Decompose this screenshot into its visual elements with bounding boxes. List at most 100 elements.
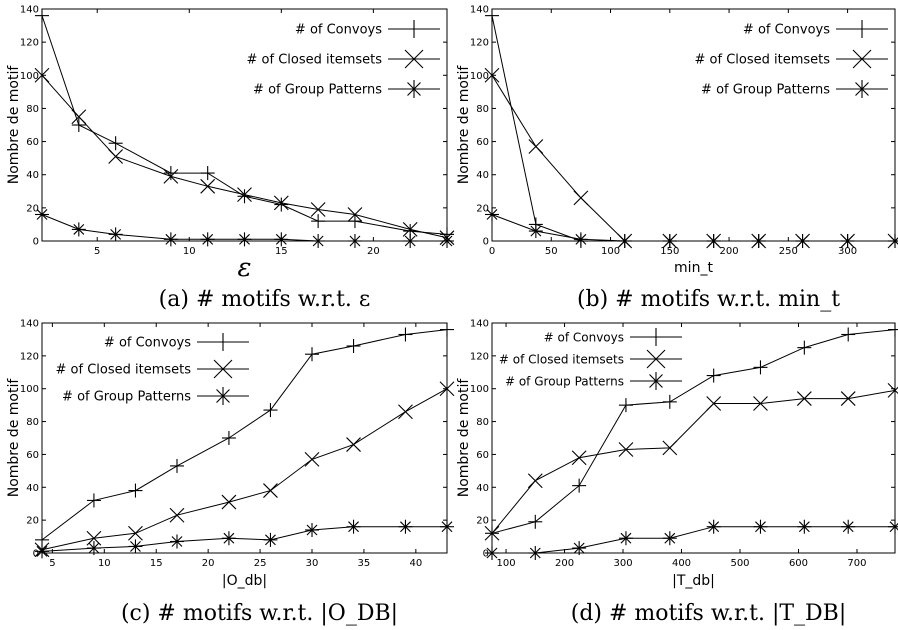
- y-tick-label: 60: [476, 450, 489, 461]
- legend-label: # of Convoys: [295, 23, 382, 38]
- data-point: [528, 224, 543, 239]
- data-point: [841, 327, 856, 342]
- data-point: [128, 525, 143, 541]
- y-tick-label: 120: [20, 38, 39, 49]
- data-point: [71, 109, 87, 125]
- y-tick-label: 140: [20, 319, 39, 330]
- y-tick-label: 40: [26, 170, 39, 181]
- y-tick-label: 40: [476, 483, 489, 494]
- data-point: [310, 202, 326, 217]
- x-axis-label: |O_db|: [222, 573, 267, 589]
- data-point: [403, 234, 418, 248]
- panel-b-caption: (b) # motifs w.r.t. min_t: [577, 287, 840, 312]
- legend-label: # of Closed itemsets: [56, 363, 192, 378]
- y-tick-label: 140: [470, 5, 489, 16]
- data-point: [237, 189, 252, 204]
- y-tick-label: 80: [476, 104, 489, 115]
- legend-label: # of Group Patterns: [253, 83, 382, 98]
- data-point: [485, 8, 499, 23]
- legend-marker: [404, 49, 424, 69]
- series-line: [41, 74, 448, 239]
- y-tick-label: 60: [26, 137, 39, 148]
- series-2: [35, 519, 454, 559]
- x-tick-label: 0: [489, 246, 495, 257]
- x-tick-label: 250: [779, 246, 798, 257]
- series-line: [491, 389, 896, 534]
- data-point: [753, 519, 768, 534]
- x-tick-label: 15: [275, 246, 288, 257]
- data-point: [128, 539, 143, 554]
- data-point: [86, 493, 101, 508]
- series-2: [485, 207, 898, 248]
- y-tick-label: 0: [33, 237, 39, 248]
- legend-label: # of Convoys: [544, 331, 624, 345]
- data-point: [35, 207, 49, 222]
- data-point: [346, 519, 361, 534]
- legend-marker: [213, 359, 233, 379]
- data-point: [311, 214, 326, 229]
- chart-panel-c: 0 20 40 60 80 100 120 140 5 10 15 20 25 30 35 40 Nombre …: [6, 319, 455, 626]
- chart-panel-b: 0 20 40 60 80 100 120 140 0 50 100 150 200 250 300 Nomb…: [456, 5, 898, 312]
- legend-label: # of Closed itemsets: [499, 353, 624, 367]
- x-tick-label: 200: [720, 246, 739, 257]
- data-point: [797, 340, 812, 355]
- x-tick-label: 20: [202, 558, 215, 569]
- data-point: [618, 398, 633, 413]
- series-2: [35, 207, 454, 248]
- data-point: [888, 519, 898, 534]
- y-tick-label: 20: [476, 516, 489, 527]
- legend: # of Convoys # of Closed itemsets # of Gro…: [695, 20, 888, 98]
- y-tick-label: 80: [26, 417, 39, 428]
- data-point: [753, 360, 768, 375]
- data-point: [221, 494, 237, 510]
- x-axis-label: ε: [238, 253, 252, 283]
- legend-marker: [647, 372, 665, 390]
- data-point: [662, 440, 678, 456]
- data-point: [237, 187, 252, 202]
- y-tick-label: 20: [26, 516, 39, 527]
- x-tick-label: 5: [94, 246, 100, 257]
- y-tick-label: 100: [470, 71, 489, 82]
- x-tick-label: 15: [150, 558, 163, 569]
- series-line: [41, 329, 448, 541]
- data-point: [527, 473, 543, 489]
- data-point: [840, 234, 855, 248]
- data-point: [347, 214, 362, 229]
- y-tick-label: 140: [20, 5, 39, 16]
- data-point: [440, 234, 454, 248]
- y-tick-label: 0: [33, 549, 39, 560]
- y-tick-label: 60: [476, 137, 489, 148]
- x-tick-label: 100: [496, 558, 515, 569]
- legend: # of Convoys # of Closed itemsets # of Gro…: [247, 20, 440, 98]
- y-axis-label: Nombre de motif: [456, 378, 472, 498]
- legend-marker: [214, 387, 232, 405]
- data-point: [662, 394, 677, 409]
- legend: # of Convoys # of Closed itemsets # of Gro…: [499, 328, 682, 390]
- series-line: [492, 526, 895, 554]
- data-point: [237, 232, 252, 247]
- data-point: [273, 195, 289, 211]
- x-tick-label: 200: [555, 558, 574, 569]
- data-point: [305, 347, 319, 362]
- legend-marker: [646, 349, 666, 369]
- legend-marker: [853, 20, 871, 38]
- y-tick-label: 80: [26, 104, 39, 115]
- data-point: [485, 546, 499, 560]
- data-point: [128, 483, 143, 498]
- plot-frame: [41, 8, 448, 242]
- data-point: [528, 139, 544, 154]
- data-point: [163, 166, 178, 181]
- data-point: [200, 166, 215, 181]
- legend-label: # of Closed itemsets: [695, 53, 831, 68]
- data-point: [263, 483, 278, 498]
- y-tick-label: 40: [476, 170, 489, 181]
- data-point: [439, 381, 455, 397]
- x-tick-label: 700: [847, 558, 866, 569]
- data-point: [35, 544, 49, 559]
- legend-label: # of Convoys: [743, 23, 830, 38]
- x-tick-label: 5: [49, 558, 55, 569]
- data-point: [888, 322, 898, 337]
- x-tick-label: 10: [98, 558, 111, 569]
- x-tick-label: 40: [409, 558, 422, 569]
